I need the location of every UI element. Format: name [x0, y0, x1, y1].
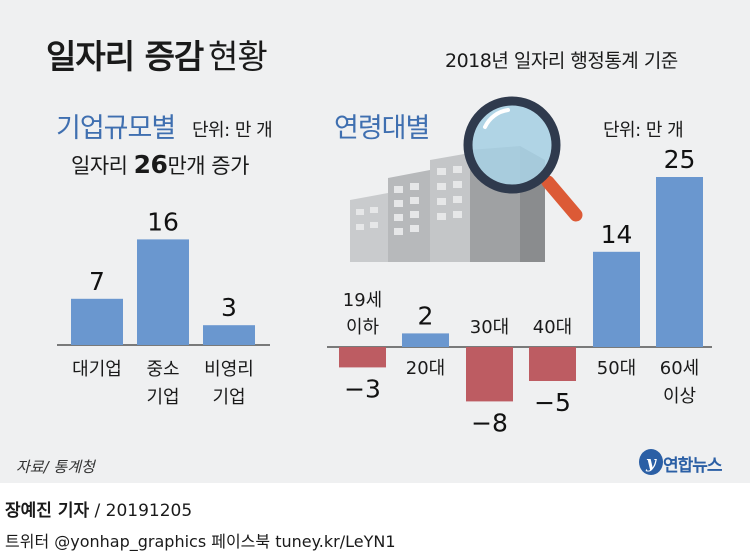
company-size-section-title: 기업규모별: [56, 113, 176, 144]
magnifier-icon: [463, 96, 583, 222]
category-label: 기업: [212, 387, 245, 408]
svg-text:y: y: [645, 453, 657, 473]
category-label: 비영리: [204, 359, 254, 380]
age-section-title: 연령대별: [334, 113, 430, 144]
reporter-name: 장예진 기자: [5, 501, 90, 521]
social-footer: 트위터 @yonhap_graphics 페이스북 tuney.kr/LeYN1: [5, 532, 396, 551]
bar: [339, 347, 386, 368]
category-label: 30대: [470, 317, 509, 338]
category-label: 19세: [343, 290, 382, 311]
data-label: 2: [418, 301, 434, 330]
company-size-unit-label: 단위: 만 개: [192, 120, 273, 141]
byline-date: / 20191205: [89, 501, 193, 521]
bar: [466, 347, 513, 402]
bar: [529, 347, 576, 381]
age-unit-label: 단위: 만 개: [603, 120, 684, 141]
bar: [402, 333, 449, 347]
category-label: 기업: [146, 387, 179, 408]
summary-text: 일자리 26만개 증가: [71, 150, 249, 180]
yonhap-logo-text: 연합뉴스: [663, 456, 723, 476]
data-label: 3: [221, 293, 237, 322]
category-label: 60세: [660, 358, 699, 379]
data-label: −8: [471, 408, 508, 437]
summary-suffix: 만개 증가: [167, 154, 249, 178]
category-label: 대기업: [72, 359, 122, 380]
page-subtitle: 현황: [208, 37, 268, 76]
category-label: 이상: [663, 386, 696, 407]
data-basis-note: 2018년 일자리 행정통계 기준: [445, 50, 678, 72]
summary-prefix: 일자리: [71, 154, 134, 178]
source-note: 자료/ 통계청: [16, 458, 95, 476]
category-label: 이하: [346, 317, 380, 338]
data-label: 25: [664, 145, 696, 174]
category-label: 50대: [597, 358, 636, 379]
data-label: −3: [344, 374, 381, 403]
bar: [137, 239, 189, 345]
bar: [203, 325, 255, 345]
category-label: 중소: [146, 359, 179, 380]
byline: 장예진 기자 / 20191205: [5, 496, 192, 521]
page-title: 일자리 증감: [46, 37, 204, 76]
bar: [593, 251, 640, 347]
bar: [71, 298, 123, 345]
category-label: 20대: [406, 358, 445, 379]
data-label: 14: [601, 220, 633, 249]
category-label: 40대: [533, 317, 572, 338]
yonhap-logo-icon: y: [639, 449, 663, 475]
bar: [656, 177, 703, 347]
summary-number: 26: [133, 150, 168, 179]
data-label: 7: [89, 267, 105, 296]
data-label: −5: [534, 388, 571, 417]
data-label: 16: [147, 207, 179, 236]
